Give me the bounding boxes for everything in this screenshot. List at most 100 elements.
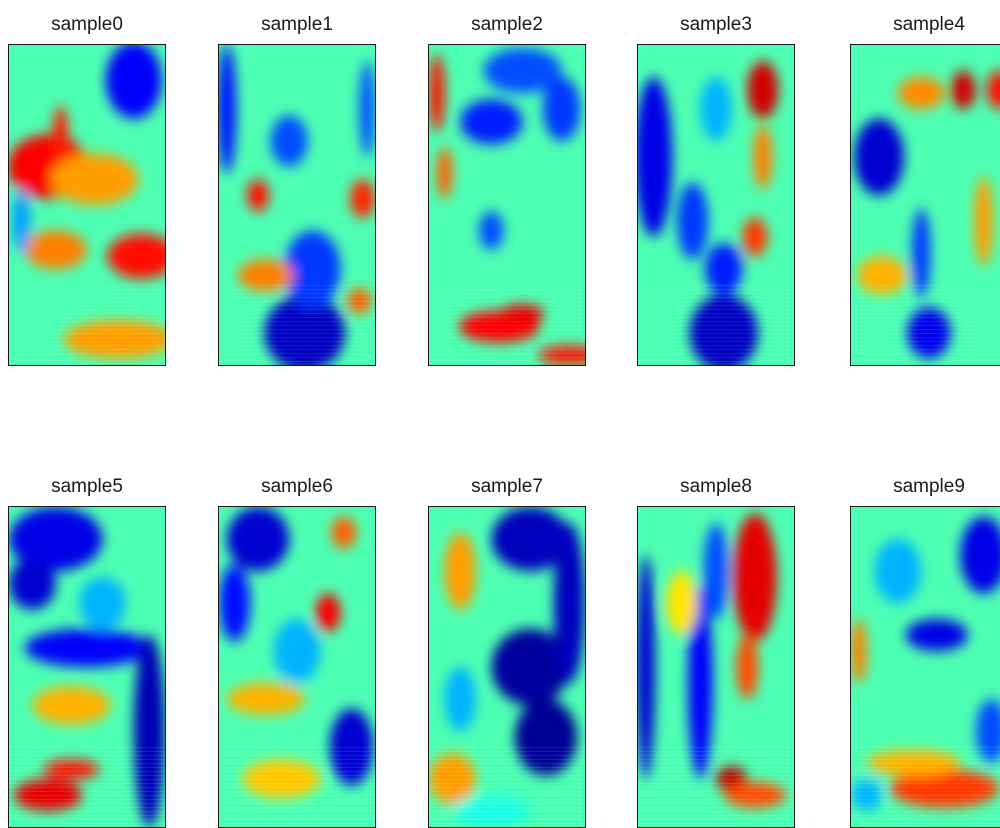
heatmap-blob — [666, 571, 698, 635]
heatmap-blob — [79, 577, 126, 629]
stripe-line — [851, 285, 1000, 286]
heatmap-svg — [219, 45, 375, 365]
stripe-line — [638, 795, 794, 796]
heatmap-blob — [700, 77, 732, 141]
stripe-line — [851, 353, 1000, 354]
stripe-line — [851, 305, 1000, 306]
panel-title: sample7 — [471, 476, 543, 497]
stripe-line — [429, 787, 585, 788]
stripe-line — [638, 361, 794, 362]
heatmap-blob — [284, 230, 341, 308]
heatmap-blob — [315, 593, 341, 632]
stripe-line — [429, 325, 585, 326]
stripe-line — [219, 289, 375, 290]
stripe-line — [9, 759, 165, 760]
stripe-line — [851, 763, 1000, 764]
stripe-line — [851, 289, 1000, 290]
stripe-line — [219, 349, 375, 350]
stripe-line — [219, 815, 375, 816]
heatmap-frame — [8, 44, 166, 366]
heatmap-svg — [638, 507, 794, 827]
stripe-line — [429, 345, 585, 346]
heatmap-blob — [866, 750, 961, 776]
stripe-line — [638, 763, 794, 764]
heatmap-blob — [107, 233, 165, 279]
stripe-line — [851, 317, 1000, 318]
heatmap-blob — [219, 45, 237, 173]
heatmap-blob — [907, 307, 951, 359]
heatmap-frame — [637, 506, 795, 828]
stripe-line — [851, 747, 1000, 748]
stripe-line — [851, 309, 1000, 310]
stripe-line — [429, 807, 585, 808]
stripe-line — [638, 759, 794, 760]
heatmap-blob — [638, 555, 656, 779]
heatmap-blob — [723, 782, 787, 808]
stripe-line — [219, 799, 375, 800]
stripe-line — [429, 783, 585, 784]
stripe-line — [429, 815, 585, 816]
stripe-line — [9, 341, 165, 342]
panel-title: sample2 — [471, 14, 543, 35]
stripe-line — [638, 289, 794, 290]
heatmap-blob — [350, 179, 375, 218]
heatmap-blob — [12, 189, 31, 253]
stripe-line — [851, 807, 1000, 808]
stripe-line — [851, 771, 1000, 772]
stripe-line — [851, 313, 1000, 314]
heatmap-blob — [32, 686, 111, 725]
stripe-line — [638, 301, 794, 302]
heatmap-blob — [429, 753, 476, 805]
heatmap-blob — [105, 45, 162, 119]
stripe-line — [429, 755, 585, 756]
heatmap-panel: sample3 — [637, 0, 795, 366]
stripe-line — [638, 807, 794, 808]
stripe-line — [219, 309, 375, 310]
stripe-line — [429, 799, 585, 800]
heatmap-svg — [638, 45, 794, 365]
heatmap-blob — [736, 635, 759, 699]
heatmap-frame — [428, 506, 586, 828]
stripe-line — [9, 301, 165, 302]
heatmap-frame — [8, 506, 166, 828]
heatmap-blob — [226, 507, 290, 571]
stripe-line — [9, 771, 165, 772]
stripe-line — [638, 349, 794, 350]
stripe-line — [9, 353, 165, 354]
stripe-line — [219, 321, 375, 322]
stripe-line — [9, 305, 165, 306]
stripe-line — [9, 309, 165, 310]
heatmap-blob — [553, 523, 585, 683]
stripe-line — [429, 357, 585, 358]
stripe-line — [429, 321, 585, 322]
stripe-line — [638, 755, 794, 756]
stripe-line — [638, 751, 794, 752]
stripe-line — [219, 803, 375, 804]
stripe-line — [219, 301, 375, 302]
stripe-line — [429, 337, 585, 338]
stripe-line — [851, 823, 1000, 824]
stripe-line — [9, 791, 165, 792]
stripe-line — [638, 771, 794, 772]
stripe-line — [429, 795, 585, 796]
stripe-line — [851, 779, 1000, 780]
heatmap-svg — [9, 45, 165, 365]
stripe-line — [219, 317, 375, 318]
stripe-line — [429, 341, 585, 342]
stripe-line — [851, 791, 1000, 792]
heatmap-blob — [436, 147, 453, 199]
stripe-line — [429, 293, 585, 294]
stripe-line — [429, 767, 585, 768]
stripe-line — [219, 767, 375, 768]
heatmap-blob — [452, 795, 531, 827]
stripe-line — [851, 819, 1000, 820]
heatmap-blob — [219, 564, 251, 642]
stripe-line — [638, 313, 794, 314]
stripe-line — [851, 795, 1000, 796]
stripe-line — [9, 799, 165, 800]
stripe-line — [851, 321, 1000, 322]
stripe-line — [9, 795, 165, 796]
heatmap-blob — [677, 182, 709, 260]
heatmap-blob — [483, 48, 562, 93]
heatmap-blob — [638, 77, 673, 237]
